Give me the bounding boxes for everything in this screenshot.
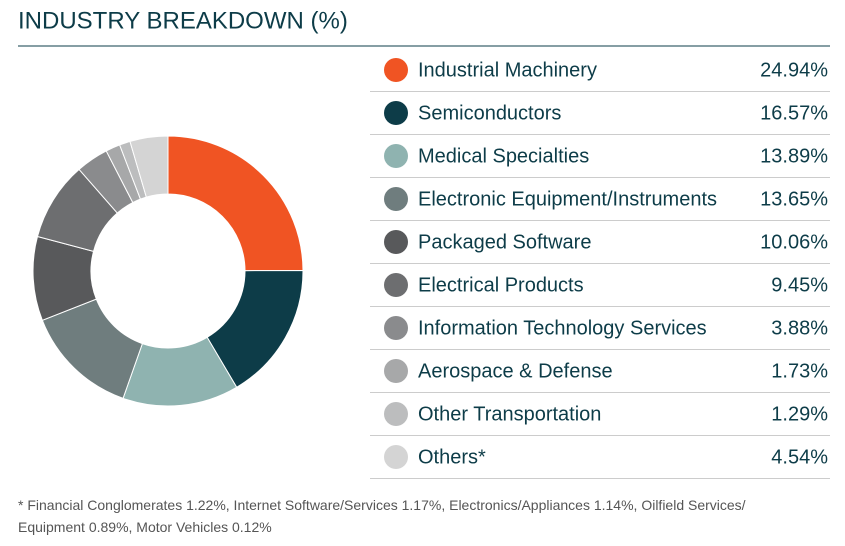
value-label: 9.45% [771,274,828,296]
legend-label: Packaged Software [418,231,591,253]
legend-label: Electrical Products [418,274,584,296]
legend-swatch [384,273,408,297]
legend-label: Semiconductors [418,102,561,124]
footnote: * Financial Conglomerates 1.22%, Interne… [18,497,746,535]
value-label: 10.06% [760,231,828,253]
legend-swatch [384,445,408,469]
legend-swatch [384,230,408,254]
legend-label: Others* [418,446,486,468]
value-label: 13.89% [760,145,828,167]
legend-swatch [384,187,408,211]
legend-label: Industrial Machinery [418,59,597,81]
value-label: 24.94% [760,59,828,81]
legend-label: Electronic Equipment/Instruments [418,188,717,210]
donut-slice [129,135,169,198]
legend-label: Information Technology Services [418,317,707,339]
value-label: 13.65% [760,188,828,210]
legend-swatch [384,402,408,426]
legend-swatch [384,359,408,383]
value-label: 3.88% [771,317,828,339]
legend-label: Medical Specialties [418,145,589,167]
value-label: 1.73% [771,360,828,382]
value-label: 4.54% [771,446,828,468]
value-label: 1.29% [771,403,828,425]
legend-swatch [384,316,408,340]
donut-slice [167,135,304,272]
legend-label: Aerospace & Defense [418,360,613,382]
legend-label: Other Transportation [418,403,601,425]
legend-swatch [384,144,408,168]
legend-swatch [384,58,408,82]
value-label: 16.57% [760,102,828,124]
legend-swatch [384,101,408,125]
chart-title: INDUSTRY BREAKDOWN (%) [18,7,348,34]
